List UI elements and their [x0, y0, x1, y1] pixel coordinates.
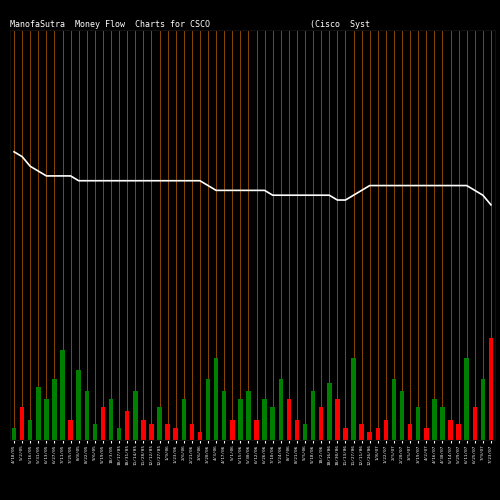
Bar: [230, 420, 234, 440]
Bar: [456, 424, 461, 440]
Bar: [360, 424, 364, 440]
Bar: [84, 391, 89, 440]
Bar: [141, 420, 146, 440]
Bar: [68, 420, 73, 440]
Bar: [198, 432, 202, 440]
Bar: [246, 391, 250, 440]
Bar: [174, 428, 178, 440]
Bar: [424, 428, 428, 440]
Bar: [36, 386, 40, 440]
Bar: [60, 350, 65, 440]
Bar: [335, 399, 340, 440]
Bar: [109, 399, 114, 440]
Bar: [125, 412, 130, 440]
Bar: [352, 358, 356, 440]
Bar: [52, 378, 56, 440]
Bar: [472, 407, 477, 440]
Bar: [408, 424, 412, 440]
Bar: [28, 420, 32, 440]
Bar: [400, 391, 404, 440]
Bar: [254, 420, 259, 440]
Bar: [158, 407, 162, 440]
Bar: [286, 399, 291, 440]
Bar: [206, 378, 210, 440]
Bar: [214, 358, 218, 440]
Bar: [20, 407, 24, 440]
Bar: [133, 391, 138, 440]
Bar: [12, 428, 16, 440]
Bar: [488, 338, 493, 440]
Bar: [222, 391, 226, 440]
Bar: [76, 370, 81, 440]
Bar: [262, 399, 267, 440]
Bar: [311, 391, 316, 440]
Bar: [376, 428, 380, 440]
Bar: [392, 378, 396, 440]
Bar: [190, 424, 194, 440]
Bar: [384, 420, 388, 440]
Text: ManofaSutra  Money Flow  Charts for CSCO                    (Cisco  Syst: ManofaSutra Money Flow Charts for CSCO (…: [10, 20, 370, 29]
Bar: [327, 382, 332, 440]
Bar: [238, 399, 242, 440]
Bar: [92, 424, 97, 440]
Bar: [480, 378, 485, 440]
Bar: [149, 424, 154, 440]
Bar: [100, 407, 105, 440]
Bar: [117, 428, 121, 440]
Bar: [416, 407, 420, 440]
Bar: [368, 432, 372, 440]
Bar: [182, 399, 186, 440]
Bar: [343, 428, 347, 440]
Bar: [303, 424, 308, 440]
Bar: [294, 420, 299, 440]
Bar: [270, 407, 275, 440]
Bar: [464, 358, 469, 440]
Bar: [432, 399, 436, 440]
Bar: [440, 407, 444, 440]
Bar: [278, 378, 283, 440]
Bar: [448, 420, 453, 440]
Bar: [166, 424, 170, 440]
Bar: [319, 407, 324, 440]
Bar: [44, 399, 48, 440]
